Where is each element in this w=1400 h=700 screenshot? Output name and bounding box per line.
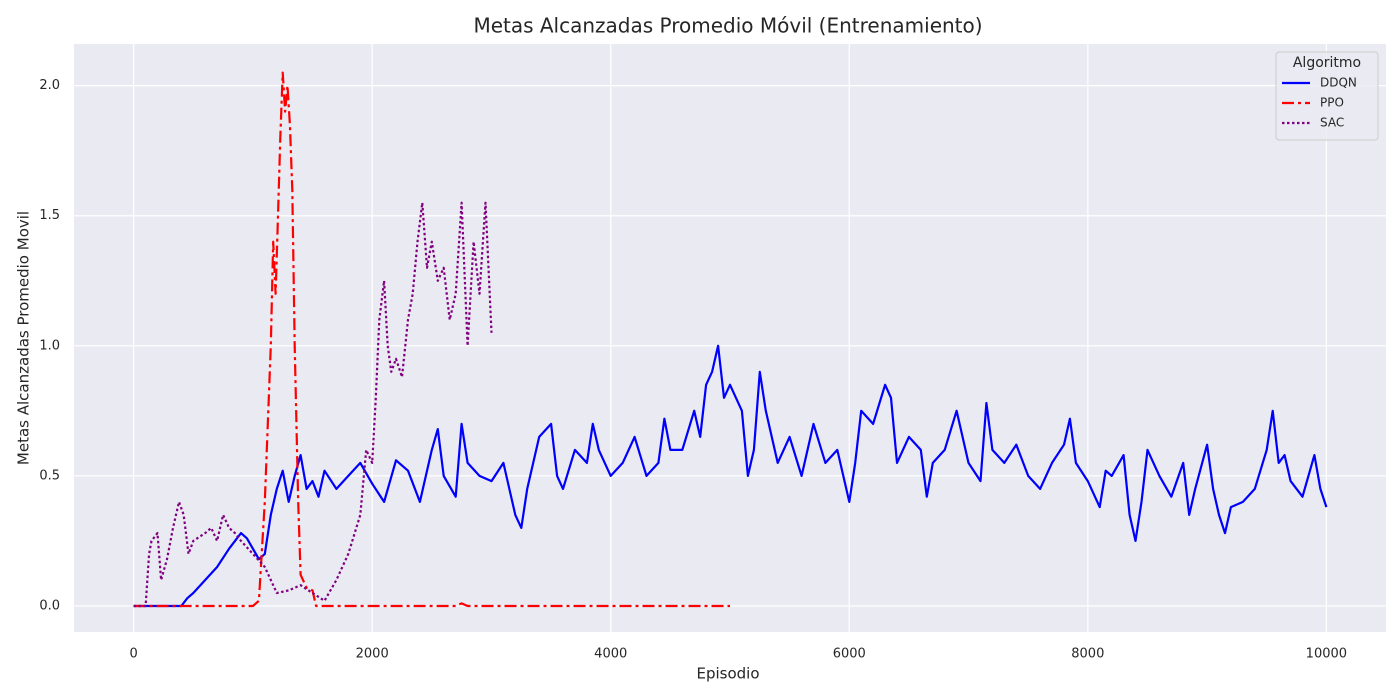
x-tick-label: 6000 xyxy=(833,647,866,662)
x-tick-label: 0 xyxy=(129,647,137,662)
y-axis-label: Metas Alcanzadas Promedio Movil xyxy=(15,211,33,465)
y-tick-label: 2.0 xyxy=(39,78,60,93)
legend-label: SAC xyxy=(1320,116,1344,130)
x-tick-label: 10000 xyxy=(1306,647,1347,662)
legend-label: PPO xyxy=(1320,96,1344,110)
x-tick-label: 2000 xyxy=(356,647,389,662)
y-tick-label: 0.0 xyxy=(39,598,60,613)
x-axis-label: Episodio xyxy=(696,665,759,683)
legend-frame xyxy=(1275,51,1379,141)
legend-title: Algoritmo xyxy=(1293,55,1361,71)
y-tick-label: 0.5 xyxy=(39,468,60,483)
chart-title: Metas Alcanzadas Promedio Móvil (Entrena… xyxy=(473,14,982,38)
x-tick-label: 8000 xyxy=(1071,647,1104,662)
y-tick-label: 1.0 xyxy=(39,338,60,353)
series-line xyxy=(133,71,730,608)
series-line xyxy=(133,344,1328,608)
series-line xyxy=(133,201,493,608)
x-tick-label: 4000 xyxy=(594,647,627,662)
legend-label: DDQN xyxy=(1320,76,1357,90)
y-tick-label: 1.5 xyxy=(39,208,60,223)
plot-area xyxy=(74,44,1386,632)
